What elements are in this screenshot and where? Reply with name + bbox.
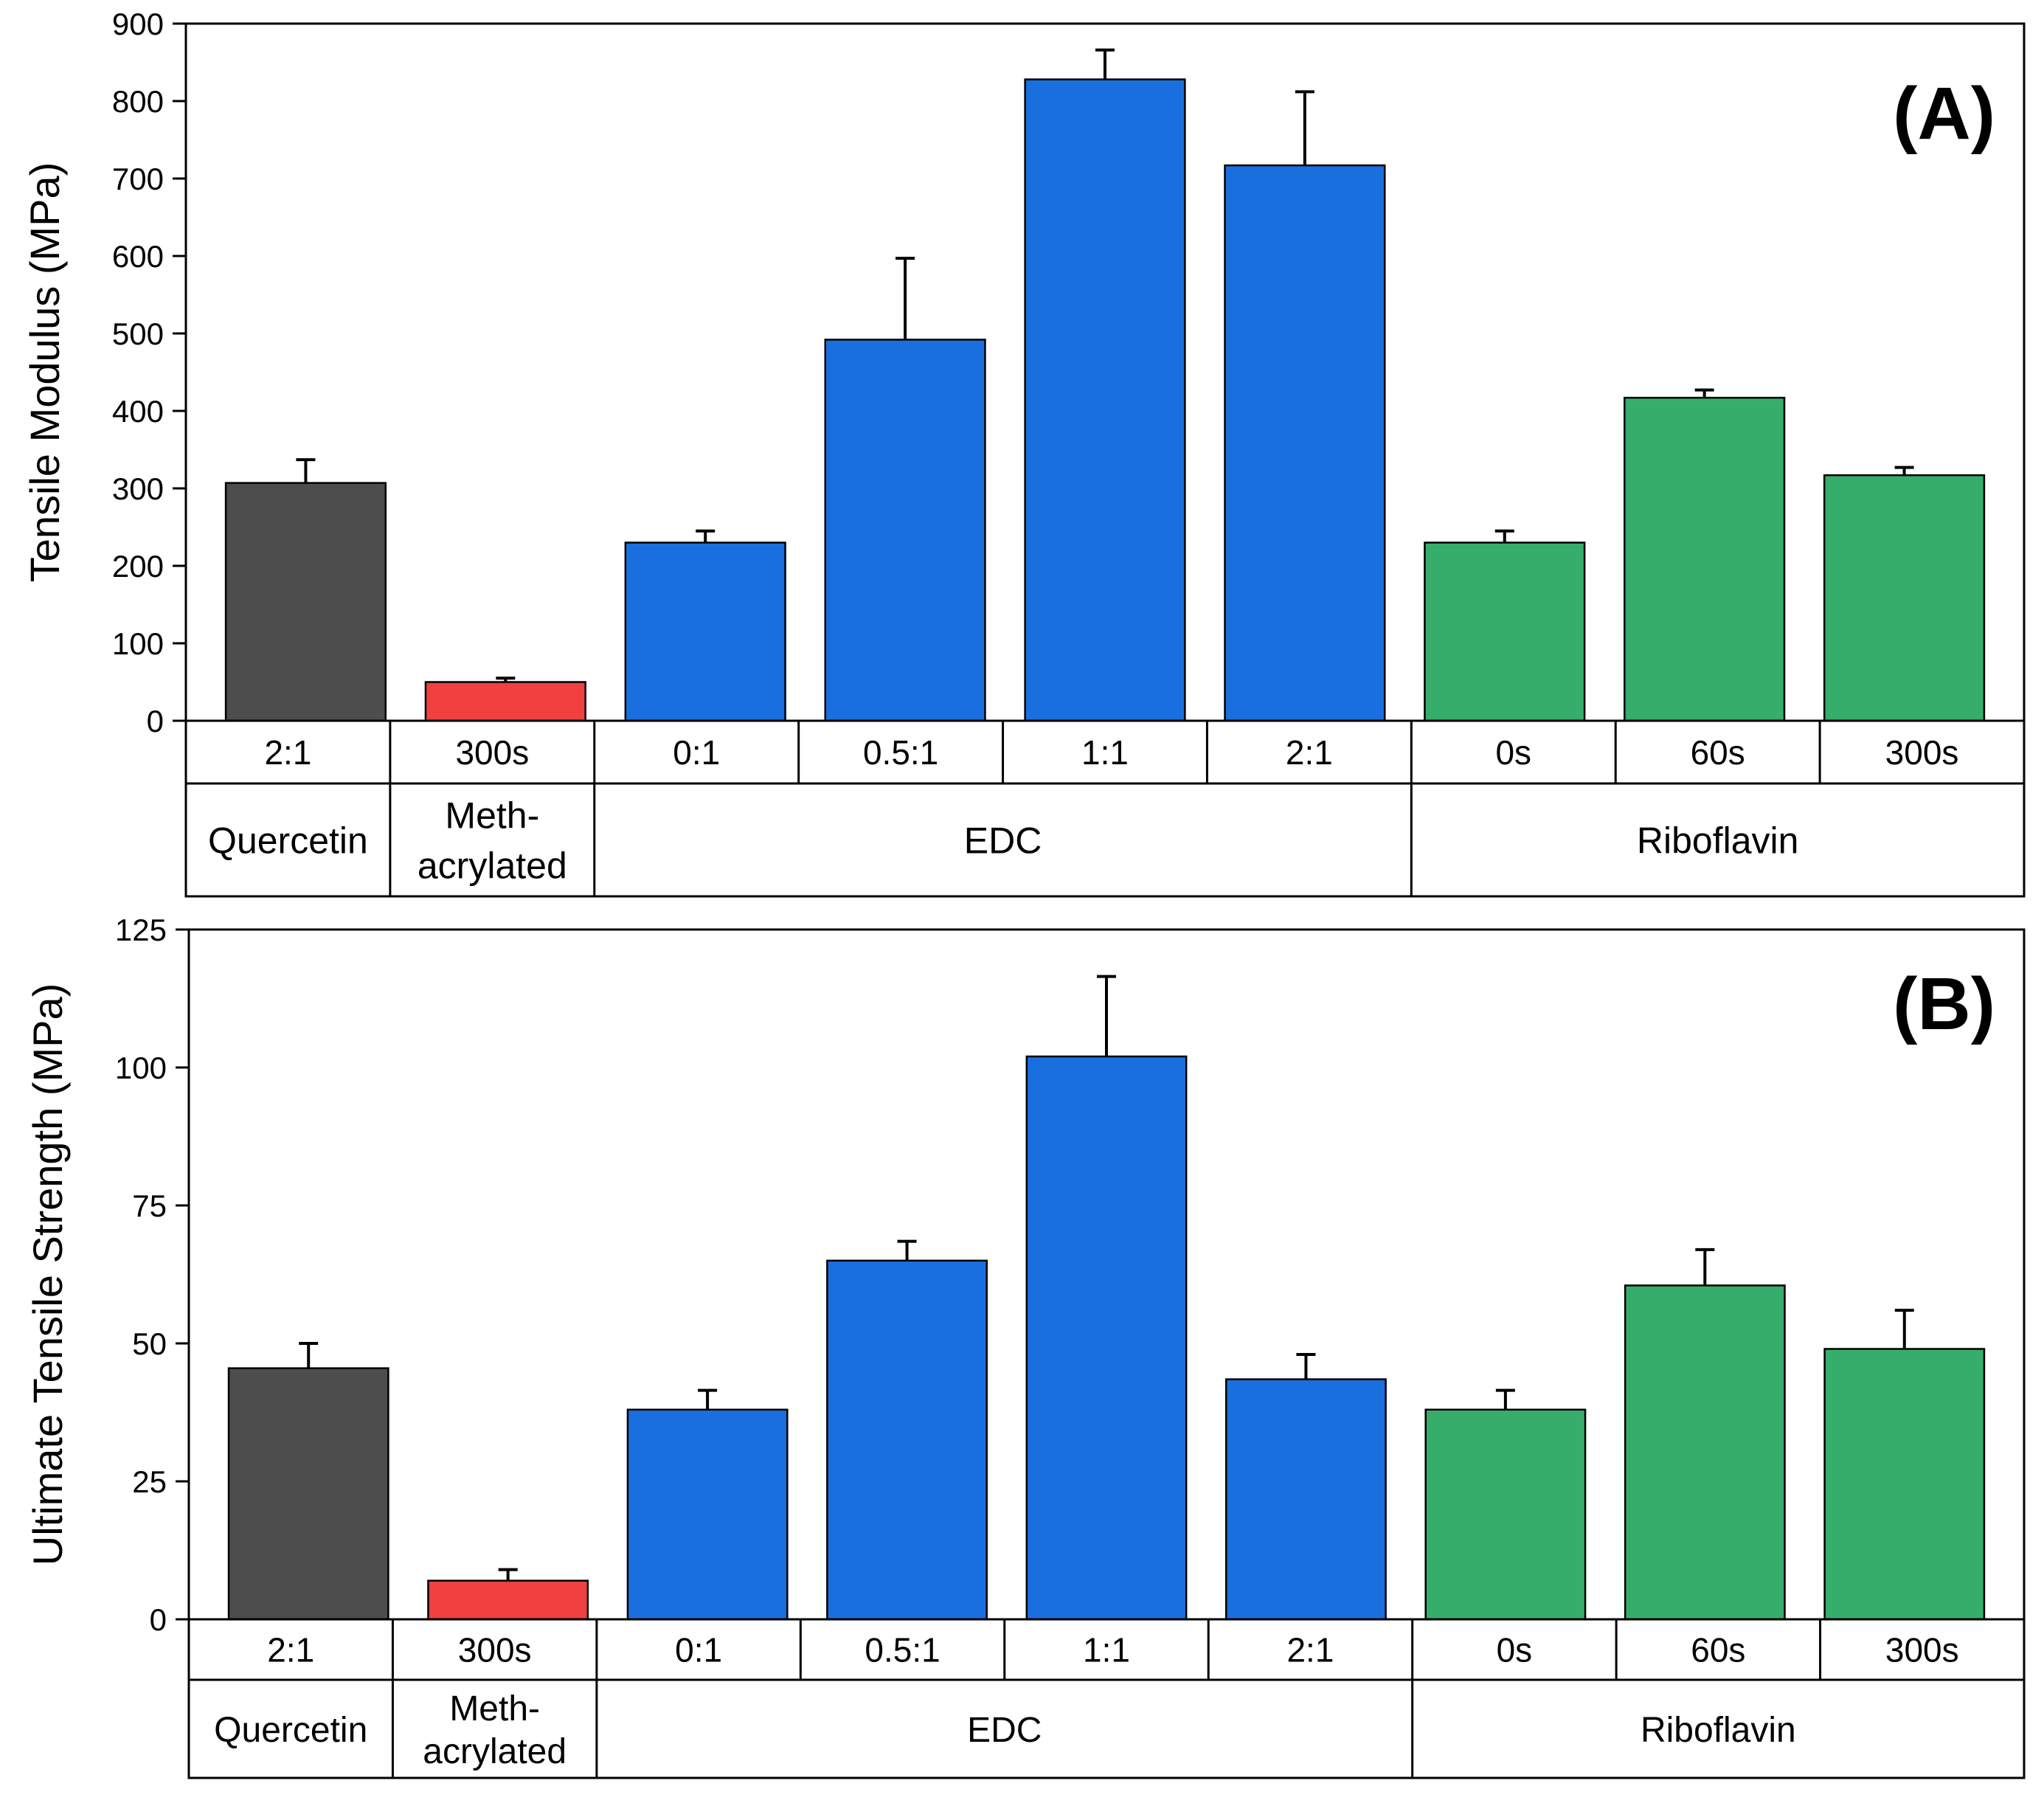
- group-row: [187, 1678, 2026, 1779]
- group-label: acrylated: [418, 845, 567, 887]
- y-tick-label: 0: [150, 1602, 167, 1637]
- bar: [1624, 1284, 1786, 1621]
- bar: [624, 541, 786, 722]
- panel-label: (B): [1893, 963, 1995, 1045]
- panel-a-tensile-modulus: 0 100 200 300 400 500 600 700 800 900 Tensile Modu…: [21, 7, 2026, 898]
- bar: [227, 1367, 389, 1621]
- group-label: Quercetin: [208, 820, 368, 862]
- group-label: EDC: [964, 820, 1042, 862]
- category-label: 2:1: [267, 1631, 314, 1669]
- y-tick-label: 100: [112, 626, 164, 661]
- group-label: Riboflavin: [1637, 820, 1799, 862]
- y-tick-label: 700: [112, 162, 164, 196]
- bar: [1025, 1055, 1188, 1621]
- category-label: 1:1: [1081, 733, 1129, 772]
- category-label: 300s: [458, 1631, 532, 1669]
- y-tick-label: 500: [112, 316, 164, 351]
- category-label: 60s: [1691, 733, 1745, 772]
- y-tick-label: 25: [132, 1464, 167, 1499]
- category-label: 2:1: [1286, 733, 1333, 772]
- group-label: acrylated: [423, 1732, 567, 1771]
- category-label: 300s: [1885, 1631, 1959, 1669]
- y-tick-label: 900: [112, 7, 164, 41]
- bar: [1823, 474, 1986, 722]
- category-label: 0.5:1: [865, 1631, 940, 1669]
- bar: [224, 482, 387, 722]
- y-axis-label: Tensile Modulus (MPa): [21, 162, 68, 583]
- y-tick-label: 800: [112, 84, 164, 119]
- category-label: 1:1: [1083, 1631, 1130, 1669]
- group-label: Riboflavin: [1641, 1711, 1796, 1750]
- bar: [1424, 1408, 1587, 1621]
- category-label: 2:1: [1286, 1631, 1334, 1669]
- category-label: 0:1: [675, 1631, 722, 1669]
- y-tick-label: 600: [112, 239, 164, 274]
- category-label: 0.5:1: [863, 733, 938, 772]
- bar: [626, 1408, 789, 1621]
- bar: [1424, 541, 1586, 722]
- bar: [424, 681, 586, 722]
- bar: [1225, 1378, 1387, 1621]
- bar: [1224, 164, 1386, 722]
- bar: [1024, 78, 1186, 722]
- category-label: 300s: [455, 733, 529, 772]
- bar: [826, 1259, 988, 1621]
- y-axis-label: Ultimate Tensile Strength (MPa): [24, 983, 71, 1566]
- y-tick-label: 0: [147, 704, 164, 738]
- group-label: Quercetin: [214, 1711, 367, 1750]
- group-label: Meth-: [445, 795, 539, 837]
- y-tick-label: 300: [112, 471, 164, 506]
- category-label: 0s: [1497, 1631, 1533, 1669]
- category-label: 2:1: [264, 733, 311, 772]
- panel-b-ultimate-tensile-strength: 0 25 50 75 100 125 Ultimate Tensile Strength (…: [24, 913, 2026, 1779]
- panel-label: (A): [1893, 72, 1995, 155]
- bar: [824, 339, 986, 722]
- y-tick-label: 125: [115, 913, 167, 947]
- bar: [427, 1579, 589, 1621]
- group-label: Meth-: [449, 1689, 540, 1728]
- bar: [1624, 396, 1786, 722]
- y-tick-label: 200: [112, 549, 164, 584]
- group-row: [184, 782, 2026, 898]
- category-label: 300s: [1885, 733, 1959, 772]
- y-tick-label: 50: [132, 1326, 167, 1361]
- y-tick-label: 75: [132, 1188, 167, 1223]
- category-label: 0:1: [673, 733, 720, 772]
- category-label: 0s: [1495, 733, 1531, 772]
- category-label: 60s: [1691, 1631, 1745, 1669]
- y-tick-label: 400: [112, 394, 164, 429]
- y-tick-label: 100: [115, 1051, 167, 1085]
- bar: [1823, 1348, 1986, 1621]
- group-label: EDC: [967, 1711, 1042, 1750]
